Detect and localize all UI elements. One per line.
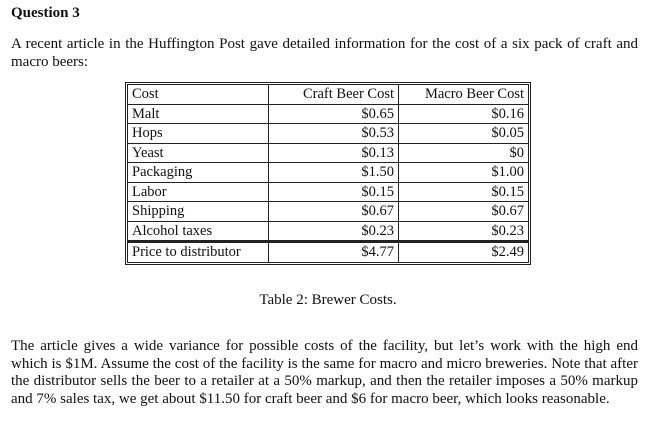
table-row: Alcohol taxes $0.23 $0.23: [128, 221, 528, 241]
table-cell: $0.23: [269, 221, 399, 241]
table-row: Shipping $0.67 $0.67: [128, 202, 528, 222]
intro-paragraph: A recent article in the Huffington Post …: [11, 36, 638, 70]
table-row: Yeast $0.13 $0: [128, 143, 528, 163]
table-cell: $1.00: [399, 163, 528, 183]
table-cell: $0.05: [399, 124, 528, 144]
total-row: Price to distributor $4.77 $2.49: [128, 241, 528, 262]
table-cell: Cost: [128, 85, 269, 105]
table-cell: $0.65: [269, 104, 399, 124]
table-cell: $0.16: [399, 105, 528, 124]
table-cell: Shipping: [128, 202, 269, 222]
cost-table: Cost Craft Beer Cost Macro Beer Cost Malt $0…: [125, 82, 531, 265]
table-cell: Malt: [128, 104, 269, 124]
table-row: Malt $0.65 $0.16: [128, 104, 528, 124]
table-cell: Hops: [128, 124, 269, 144]
table-cell: Yeast: [128, 143, 269, 163]
body-paragraph: The article gives a wide variance for po…: [11, 338, 638, 407]
table-row: Labor $0.15 $0.15: [128, 182, 528, 202]
table-row: Hops $0.53 $0.05: [128, 124, 528, 144]
table-cell: Labor: [128, 182, 269, 202]
table-cell: Craft Beer Cost: [269, 85, 399, 105]
table-cell: $0.15: [399, 183, 528, 202]
table-cell: Macro Beer Cost: [399, 85, 528, 105]
table-cell: $0.15: [269, 182, 399, 202]
table-row: Packaging $1.50 $1.00: [128, 163, 528, 183]
header-row: Cost Craft Beer Cost Macro Beer Cost: [128, 85, 528, 105]
table-cell: $0.67: [399, 202, 528, 222]
table-cell: $0: [399, 144, 528, 163]
table-cell: $0.67: [269, 202, 399, 222]
question-title: Question 3: [11, 5, 80, 21]
table-cell: $4.77: [269, 241, 399, 262]
table-cell: Alcohol taxes: [128, 221, 269, 241]
table-cell: $0.23: [399, 222, 528, 241]
table-cell: $1.50: [269, 163, 399, 183]
table-caption: Table 2: Brewer Costs.: [259, 292, 397, 308]
table-cell: $2.49: [399, 241, 528, 262]
table-cell: $0.13: [269, 143, 399, 163]
table-cell: Packaging: [128, 163, 269, 183]
table-cell: $0.53: [269, 124, 399, 144]
table-cell: Price to distributor: [128, 241, 269, 262]
